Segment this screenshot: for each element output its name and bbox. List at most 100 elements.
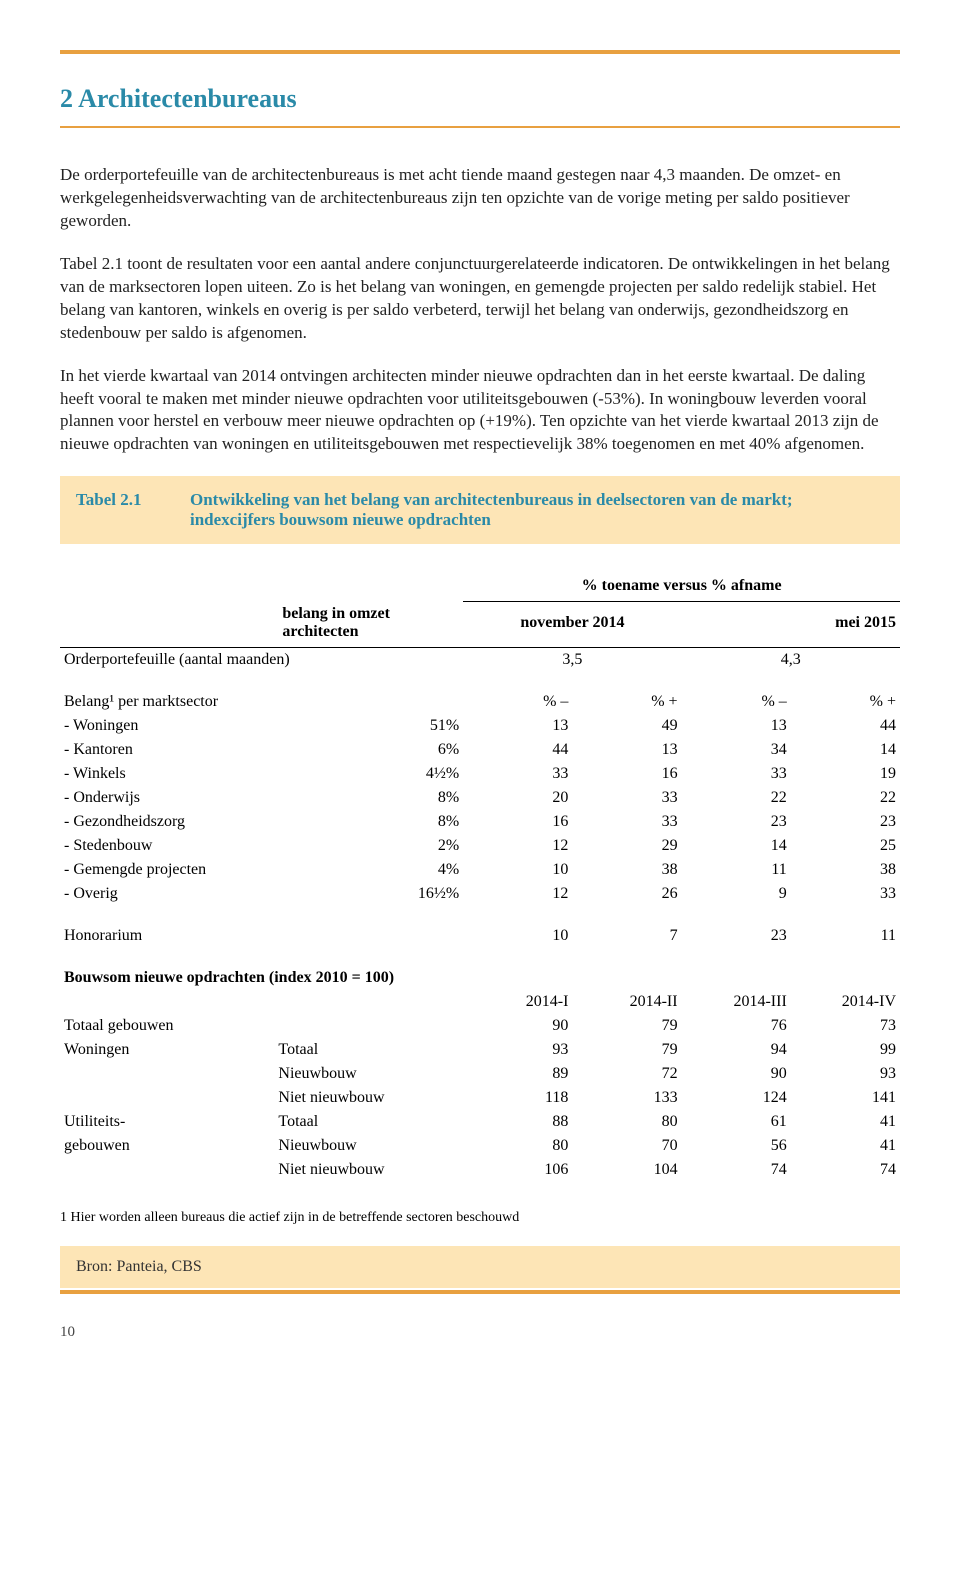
quarter-header: 2014-IV	[791, 990, 900, 1014]
sector-label: - Stedenbouw	[60, 834, 278, 858]
cell: 16	[572, 762, 681, 786]
sector-share: 8%	[278, 786, 463, 810]
table-row: Utiliteits- Totaal 88 80 61 41	[60, 1110, 900, 1134]
cell: 61	[682, 1110, 791, 1134]
quarter-header: 2014-I	[463, 990, 572, 1014]
table-row: - Gezondheidszorg 8% 16 33 23 23	[60, 810, 900, 834]
cell: 9	[682, 882, 791, 906]
paragraph-1: De orderportefeuille van de architectenb…	[60, 164, 900, 233]
bouwsom-sub: Niet nieuwbouw	[278, 1086, 463, 1110]
period-1: november 2014	[463, 602, 681, 648]
cell: 33	[572, 810, 681, 834]
bouwsom-header: Bouwsom nieuwe opdrachten (index 2010 = …	[60, 966, 900, 990]
cell: 99	[791, 1038, 900, 1062]
cell: 74	[791, 1158, 900, 1182]
cell: 23	[682, 924, 791, 948]
bottom-rule	[60, 1290, 900, 1294]
cell: 13	[463, 714, 572, 738]
table-row: Woningen Totaal 93 79 94 99	[60, 1038, 900, 1062]
cell: 79	[572, 1014, 681, 1038]
cell: 14	[791, 738, 900, 762]
cell: 12	[463, 834, 572, 858]
data-table: % toename versus % afname belang in omze…	[60, 574, 900, 1182]
table-row: - Gemengde projecten 4% 10 38 11 38	[60, 858, 900, 882]
sector-share: 4%	[278, 858, 463, 882]
sector-share: 2%	[278, 834, 463, 858]
table-row: - Kantoren 6% 44 13 34 14	[60, 738, 900, 762]
cell: 13	[572, 738, 681, 762]
col-left-header: belang in omzet architecten	[278, 602, 463, 648]
top-rule	[60, 50, 900, 54]
cell: 44	[463, 738, 572, 762]
cell: 33	[572, 786, 681, 810]
sector-share: 6%	[278, 738, 463, 762]
sector-label: - Overig	[60, 882, 278, 906]
sector-share: 8%	[278, 810, 463, 834]
cell: 22	[682, 786, 791, 810]
cell: 10	[463, 924, 572, 948]
page-number: 10	[60, 1324, 900, 1341]
pct-plus: % +	[791, 690, 900, 714]
cell: 80	[572, 1110, 681, 1134]
cell: 133	[572, 1086, 681, 1110]
cell: 16	[463, 810, 572, 834]
table-label: Tabel 2.1	[76, 490, 186, 510]
cell: 72	[572, 1062, 681, 1086]
cell: 44	[791, 714, 900, 738]
cell: 90	[463, 1014, 572, 1038]
bouwsom-sub: Nieuwbouw	[278, 1134, 463, 1158]
cell: 29	[572, 834, 681, 858]
bouwsom-cat: gebouwen	[60, 1134, 278, 1158]
cell: 13	[682, 714, 791, 738]
sector-label: - Kantoren	[60, 738, 278, 762]
table-row: % toename versus % afname	[60, 574, 900, 602]
cell: 33	[463, 762, 572, 786]
sector-label: - Winkels	[60, 762, 278, 786]
sector-label: - Onderwijs	[60, 786, 278, 810]
cell: 79	[572, 1038, 681, 1062]
table-row: Niet nieuwbouw 118 133 124 141	[60, 1086, 900, 1110]
spacer	[60, 672, 900, 690]
table-row: - Onderwijs 8% 20 33 22 22	[60, 786, 900, 810]
cell: 90	[682, 1062, 791, 1086]
cell: 14	[682, 834, 791, 858]
cell: 22	[791, 786, 900, 810]
cell: 38	[791, 858, 900, 882]
table-row: belang in omzet architecten november 201…	[60, 602, 900, 648]
cell: 106	[463, 1158, 572, 1182]
bouwsom-cat	[60, 1086, 278, 1110]
pct-minus: % –	[682, 690, 791, 714]
orderportefeuille-label: Orderportefeuille (aantal maanden)	[60, 647, 463, 672]
period-2: mei 2015	[682, 602, 900, 648]
bouwsom-sub: Totaal	[278, 1110, 463, 1134]
cell: 73	[791, 1014, 900, 1038]
cell: 88	[463, 1110, 572, 1134]
cell: 74	[682, 1158, 791, 1182]
table-row: Totaal gebouwen 90 79 76 73	[60, 1014, 900, 1038]
cell: 20	[463, 786, 572, 810]
cell: 76	[682, 1014, 791, 1038]
bouwsom-sub: Nieuwbouw	[278, 1062, 463, 1086]
cell: 33	[791, 882, 900, 906]
cell: 104	[572, 1158, 681, 1182]
table-row: gebouwen Nieuwbouw 80 70 56 41	[60, 1134, 900, 1158]
table-row: Nieuwbouw 89 72 90 93	[60, 1062, 900, 1086]
cell: 26	[572, 882, 681, 906]
cell: 23	[791, 810, 900, 834]
section-title: 2 Architectenbureaus	[60, 84, 900, 114]
table-header-box: Tabel 2.1 Ontwikkeling van het belang va…	[60, 476, 900, 544]
quarter-header: 2014-II	[572, 990, 681, 1014]
table-row: Honorarium 10 7 23 11	[60, 924, 900, 948]
group-header: % toename versus % afname	[463, 574, 900, 602]
cell: 41	[791, 1134, 900, 1158]
sector-share: 16½%	[278, 882, 463, 906]
table-row: Bouwsom nieuwe opdrachten (index 2010 = …	[60, 966, 900, 990]
table-row: - Stedenbouw 2% 12 29 14 25	[60, 834, 900, 858]
orderportefeuille-v2: 4,3	[682, 647, 900, 672]
bouwsom-cat: Woningen	[60, 1038, 278, 1062]
table-row: - Overig 16½% 12 26 9 33	[60, 882, 900, 906]
cell: 124	[682, 1086, 791, 1110]
cell: 56	[682, 1134, 791, 1158]
cell: 12	[463, 882, 572, 906]
cell: 49	[572, 714, 681, 738]
